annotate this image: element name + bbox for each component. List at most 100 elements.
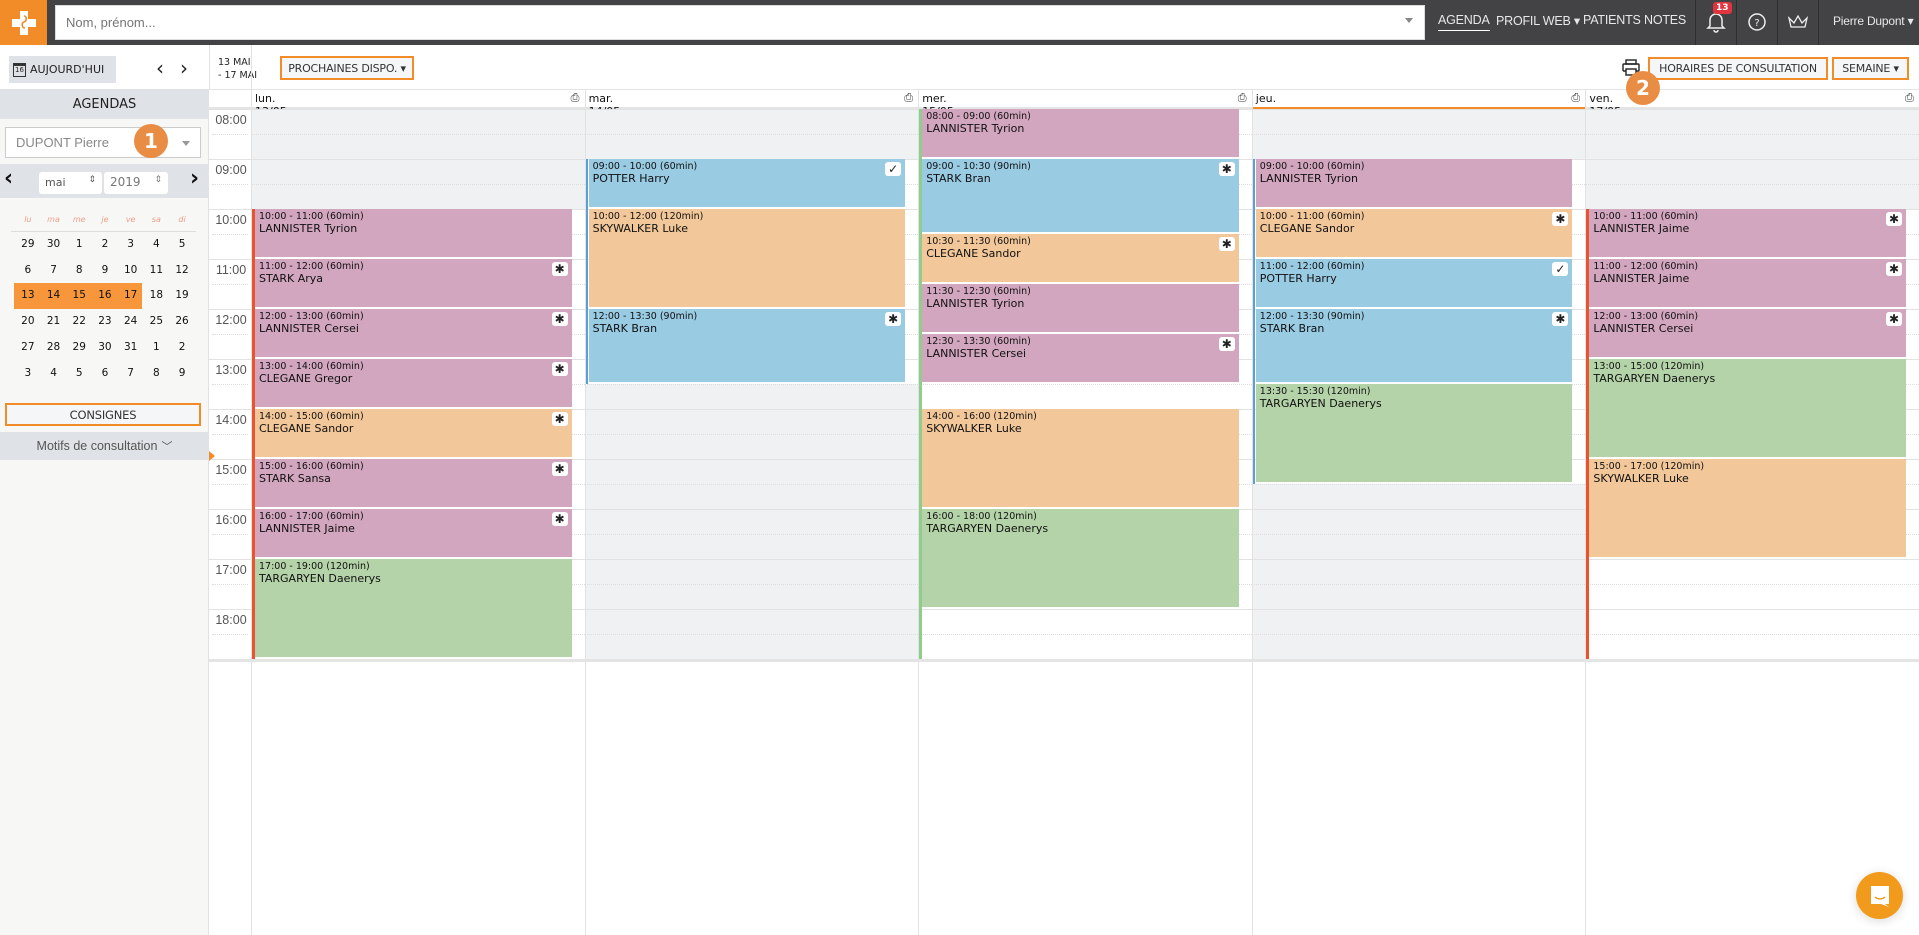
nav-notes[interactable]: NOTES	[1644, 13, 1687, 27]
calendar-day[interactable]: 11	[149, 263, 164, 276]
month-select[interactable]: mai ⇕	[39, 172, 102, 194]
appointment[interactable]: 13:30 - 15:30 (120min) TARGARYEN Daenerys	[1255, 384, 1573, 484]
calendar-day[interactable]: 19	[175, 289, 189, 302]
calendar-day[interactable]: 22	[72, 315, 86, 328]
next-month-button[interactable]: ›	[190, 166, 200, 191]
appointment[interactable]: 14:00 - 15:00 (60min) CLEGANE Sandor ✱	[255, 409, 572, 459]
logo-icon[interactable]	[0, 0, 47, 45]
appointment[interactable]: 09:00 - 10:00 (60min) POTTER Harry ✓	[588, 159, 906, 209]
calendar-day[interactable]: 12	[175, 263, 189, 276]
calendar-day[interactable]: 21	[46, 315, 61, 328]
appointment[interactable]: 12:00 - 13:30 (90min) STARK Bran ✱	[1255, 309, 1573, 384]
calendar-day[interactable]: 25	[149, 315, 164, 328]
calendar-day[interactable]: 27	[21, 340, 35, 353]
appointment[interactable]: 11:00 - 12:00 (60min) STARK Arya ✱	[255, 259, 572, 309]
calendar-day[interactable]: 14	[46, 289, 61, 302]
asterisk-icon[interactable]: ✱	[551, 362, 568, 376]
patient-search-input[interactable]	[55, 5, 1425, 40]
consignes-button[interactable]: CONSIGNES	[5, 403, 201, 426]
user-menu[interactable]: Pierre Dupont ▾	[1833, 14, 1914, 28]
calendar-day[interactable]: 30	[46, 238, 61, 250]
calendar-day[interactable]: 8	[75, 263, 83, 276]
previous-month-button[interactable]: ‹	[4, 166, 14, 191]
crown-icon[interactable]	[1787, 14, 1809, 34]
appointment[interactable]: 15:00 - 16:00 (60min) STARK Sansa ✱	[255, 459, 572, 509]
calendar-day[interactable]: 5	[178, 238, 186, 250]
calendar-day[interactable]: 28	[46, 340, 61, 353]
calendar-day[interactable]: 23	[98, 315, 112, 328]
appointment[interactable]: 14:00 - 16:00 (120min) SKYWALKER Luke	[922, 409, 1239, 509]
asterisk-icon[interactable]: ✱	[551, 462, 568, 476]
appointment[interactable]: 16:00 - 17:00 (60min) LANNISTER Jaime ✱	[255, 509, 572, 559]
nav-profil-web[interactable]: PROFIL WEB ▾	[1496, 14, 1580, 28]
appointment[interactable]: 15:00 - 17:00 (120min) SKYWALKER Luke	[1589, 459, 1906, 559]
appointment[interactable]: 10:00 - 11:00 (60min) CLEGANE Sandor ✱	[1255, 209, 1573, 259]
calendar-day[interactable]: 16	[98, 289, 112, 302]
today-button[interactable]: 16 AUJOURD'HUI	[9, 56, 116, 83]
asterisk-icon[interactable]: ✱	[1218, 237, 1235, 251]
check-icon[interactable]: ✓	[885, 162, 902, 176]
calendar-day[interactable]: 3	[24, 366, 32, 379]
calendar-day[interactable]: 8	[153, 366, 160, 379]
add-note-icon[interactable]: ⎙	[570, 91, 580, 104]
asterisk-icon[interactable]: ✱	[1552, 212, 1569, 226]
motifs-toggle[interactable]: Motifs de consultation ﹀	[0, 432, 209, 460]
calendar-day[interactable]: 29	[72, 340, 86, 353]
asterisk-icon[interactable]: ✱	[551, 412, 568, 426]
nav-agenda[interactable]: AGENDA	[1438, 13, 1490, 31]
calendar-day[interactable]: 31	[123, 340, 138, 353]
calendar-day[interactable]: 1	[75, 238, 83, 250]
calendar-day[interactable]: 26	[175, 315, 189, 328]
appointment[interactable]: 16:00 - 18:00 (120min) TARGARYEN Daenerys	[922, 509, 1239, 609]
calendar-day[interactable]: 30	[98, 340, 112, 353]
previous-week-button[interactable]: ‹	[156, 56, 164, 80]
next-available-dropdown[interactable]: PROCHAINES DISPO. ▾	[280, 56, 414, 80]
asterisk-icon[interactable]: ✱	[551, 262, 568, 276]
calendar-day[interactable]: 4	[153, 238, 160, 250]
calendar-day[interactable]: 3	[127, 238, 134, 250]
appointment[interactable]: 11:00 - 12:00 (60min) LANNISTER Jaime ✱	[1589, 259, 1906, 309]
asterisk-icon[interactable]: ✱	[1218, 162, 1235, 176]
appointment[interactable]: 10:00 - 11:00 (60min) LANNISTER Tyrion	[255, 209, 572, 259]
consultation-hours-button[interactable]: HORAIRES DE CONSULTATION	[1648, 57, 1828, 80]
appointment[interactable]: 09:00 - 10:30 (90min) STARK Bran ✱	[922, 159, 1239, 234]
calendar-day[interactable]: 2	[178, 340, 186, 353]
calendar-day[interactable]: 2	[101, 238, 109, 250]
calendar-day[interactable]: 7	[127, 366, 134, 379]
appointment[interactable]: 10:00 - 12:00 (120min) SKYWALKER Luke	[588, 209, 906, 309]
add-note-icon[interactable]: ⎙	[904, 91, 913, 104]
add-note-icon[interactable]: ⎙	[1905, 91, 1914, 104]
calendar-day[interactable]: 18	[149, 289, 164, 302]
asterisk-icon[interactable]: ✱	[1885, 262, 1902, 276]
appointment[interactable]: 12:00 - 13:00 (60min) LANNISTER Cersei ✱	[255, 309, 572, 359]
calendar-day[interactable]: 5	[75, 366, 83, 379]
calendar-day[interactable]: 6	[24, 263, 32, 276]
appointment[interactable]: 17:00 - 19:00 (120min) TARGARYEN Daenerys	[255, 559, 572, 659]
appointment[interactable]: 09:00 - 10:00 (60min) LANNISTER Tyrion	[1255, 159, 1573, 209]
agenda-select[interactable]: DUPONT Pierre	[5, 127, 201, 158]
next-week-button[interactable]: ›	[180, 56, 188, 80]
check-icon[interactable]: ✓	[1552, 262, 1569, 276]
asterisk-icon[interactable]: ✱	[885, 312, 902, 326]
calendar-day[interactable]: 29	[21, 238, 35, 250]
appointment[interactable]: 12:00 - 13:30 (90min) STARK Bran ✱	[588, 309, 906, 384]
appointment[interactable]: 13:00 - 15:00 (120min) TARGARYEN Daenerys	[1589, 359, 1906, 459]
calendar-day[interactable]: 15	[72, 289, 86, 302]
calendar-day[interactable]: 24	[123, 315, 138, 328]
asterisk-icon[interactable]: ✱	[1885, 312, 1902, 326]
calendar-day[interactable]: 1	[153, 340, 160, 353]
year-select[interactable]: 2019 ⇕	[104, 172, 168, 194]
calendar-day[interactable]: 10	[123, 263, 138, 276]
appointment[interactable]: 12:30 - 13:30 (60min) LANNISTER Cersei ✱	[922, 334, 1239, 384]
appointment[interactable]: 10:00 - 11:00 (60min) LANNISTER Jaime ✱	[1589, 209, 1906, 259]
calendar-day[interactable]: 13	[21, 289, 35, 302]
calendar-day[interactable]: 4	[50, 366, 57, 379]
asterisk-icon[interactable]: ✱	[1885, 212, 1902, 226]
calendar-day[interactable]: 20	[21, 315, 35, 328]
calendar-day[interactable]: 17	[123, 289, 138, 302]
calendar-day[interactable]: 7	[50, 263, 57, 276]
appointment[interactable]: 08:00 - 09:00 (60min) LANNISTER Tyrion	[922, 109, 1239, 159]
view-dropdown[interactable]: SEMAINE ▾	[1832, 57, 1909, 80]
calendar-day[interactable]: 6	[101, 366, 109, 379]
appointment[interactable]: 11:30 - 12:30 (60min) LANNISTER Tyrion	[922, 284, 1239, 334]
